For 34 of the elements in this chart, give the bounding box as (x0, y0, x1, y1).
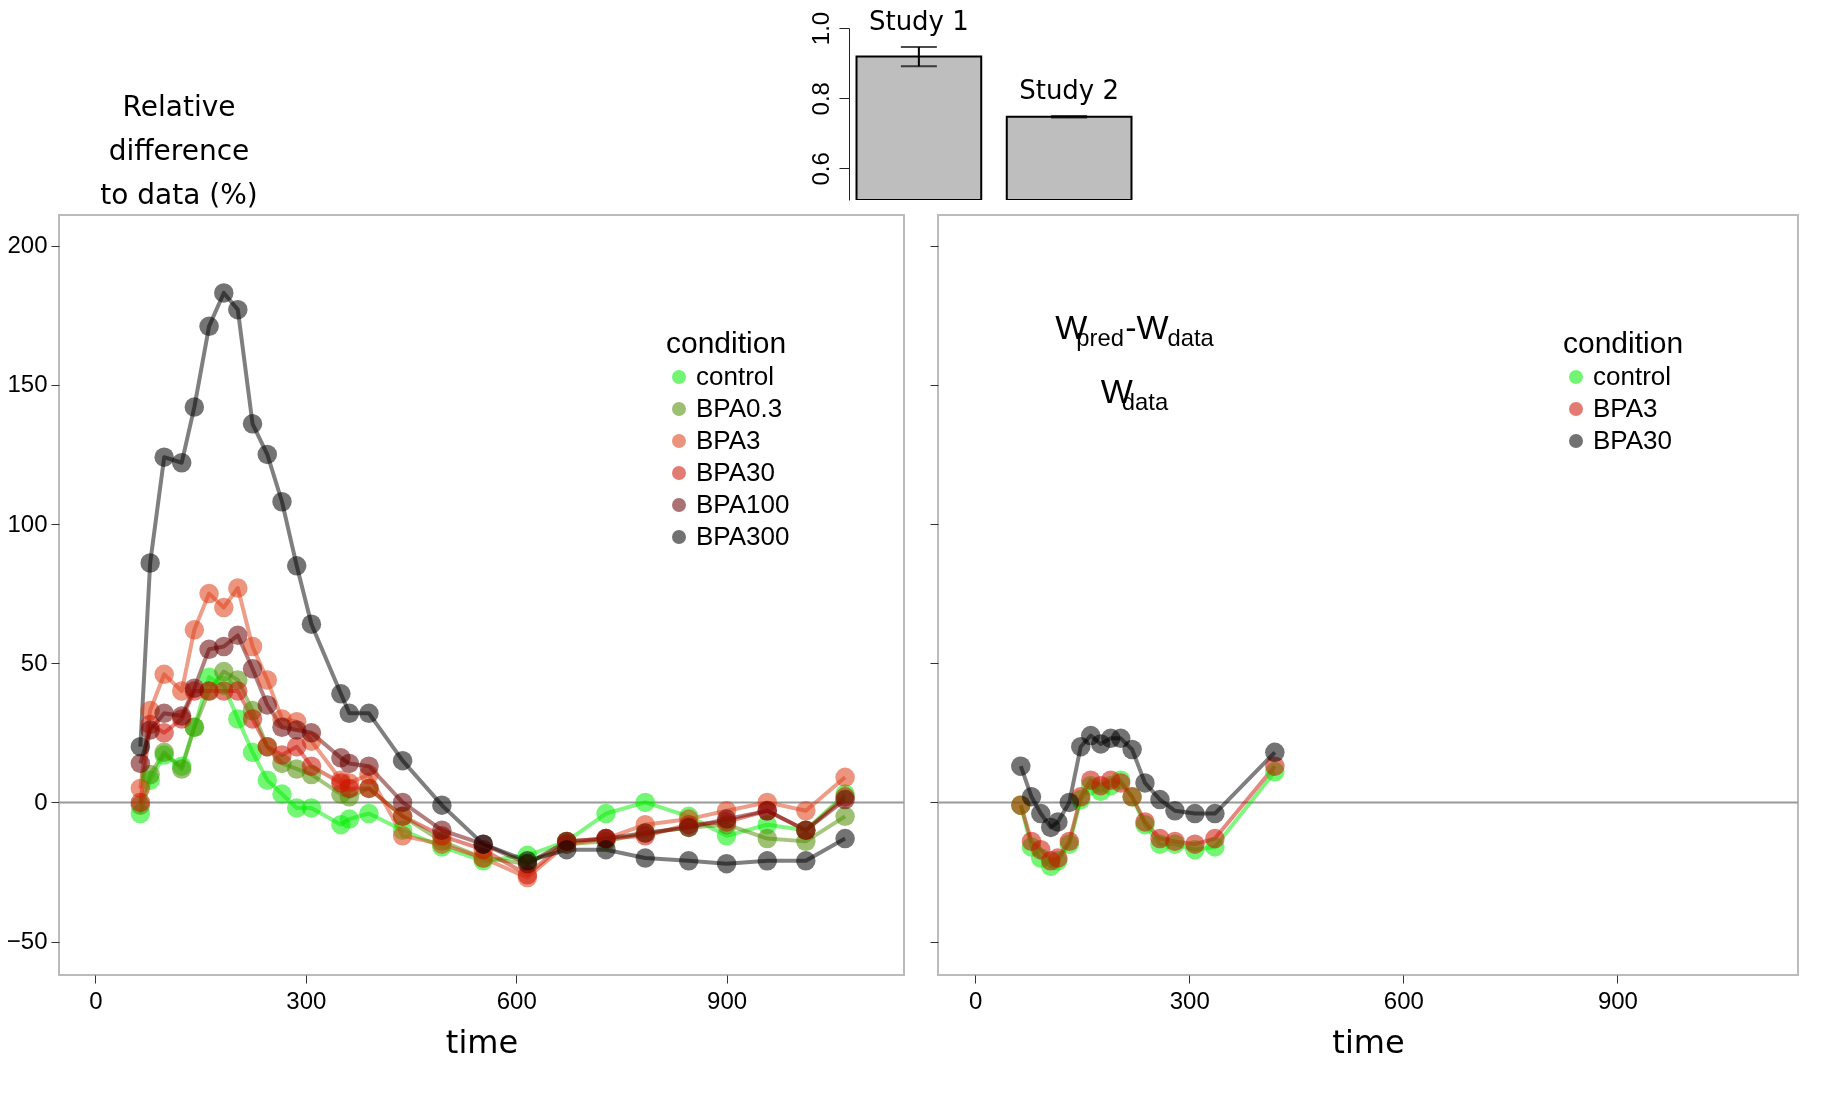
legend-label: BPA30 (1593, 425, 1673, 455)
x-tick-label: 0 (89, 986, 103, 1014)
legend-label: control (1593, 361, 1672, 391)
x-tick-label: Study 2 (1019, 75, 1120, 106)
x-tick-label: 300 (286, 986, 327, 1014)
x-tick-label: 900 (1597, 986, 1638, 1014)
legend-label: control (696, 361, 775, 391)
y-tick-label: 100 (7, 509, 48, 537)
y-tick-label: −50 (6, 927, 48, 955)
x-tick-label: 0 (968, 986, 983, 1014)
legend-label: BPA0.3 (696, 393, 783, 423)
x-tick-label: 300 (1169, 986, 1210, 1014)
x-tick-label: 900 (707, 986, 748, 1014)
y-tick-label: 50 (20, 648, 48, 676)
x-axis-title: time (1332, 1022, 1405, 1061)
legend-label: BPA300 (696, 521, 790, 551)
y-tick-label: 0.8 (806, 82, 834, 116)
y-tick-label: 1.0 (806, 11, 834, 46)
y-axis-title: Relative difference to data (%) (100, 90, 258, 211)
annotation: Wdata (1100, 372, 1169, 416)
legend-title: condition (1563, 326, 1684, 359)
y-tick-label: 0 (34, 787, 48, 815)
legend-label: BPA3 (696, 425, 761, 455)
y-tick-label: 0.6 (806, 152, 834, 186)
x-tick-label: 600 (1383, 986, 1424, 1014)
legend-label: BPA100 (696, 489, 790, 519)
x-tick-label: Study 1 (868, 5, 969, 36)
y-tick-label: 150 (7, 370, 48, 398)
legend-title: condition (666, 326, 787, 359)
legend-label: BPA30 (696, 457, 776, 487)
x-axis-title: time (445, 1022, 519, 1061)
y-tick-label: 200 (7, 231, 48, 259)
x-tick-label: 600 (496, 986, 537, 1014)
legend-label: BPA3 (1593, 393, 1658, 423)
